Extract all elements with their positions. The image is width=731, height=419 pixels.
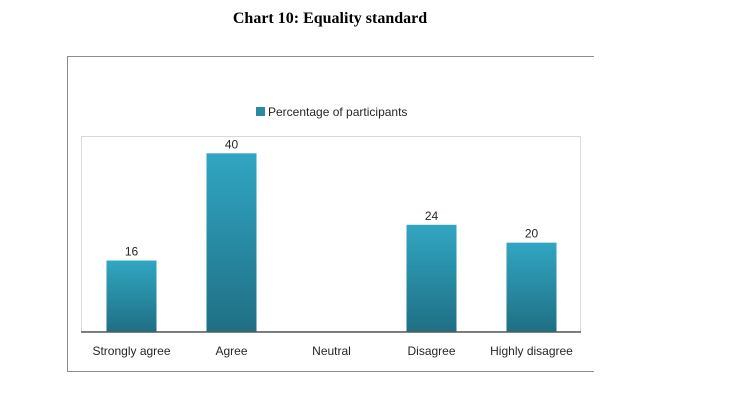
data-label-strongly-agree: 16: [125, 245, 139, 259]
legend-swatch: [256, 107, 265, 116]
bar-agree: [206, 153, 257, 332]
x-tick-labels-group: Strongly agree Agree Neutral Disagree Highly…: [92, 344, 573, 358]
bar-strongly-agree: [106, 260, 157, 332]
chart-title: Chart 10: Equality standard: [232, 10, 428, 27]
x-tick-label-strongly-agree: Strongly agree: [92, 344, 170, 358]
data-label-highly-disagree: 20: [525, 227, 539, 241]
bars-group: [106, 153, 557, 332]
x-tick-label-neutral: Neutral: [312, 344, 351, 358]
data-label-disagree: 24: [425, 209, 439, 223]
bar-highly-disagree: [506, 242, 557, 332]
legend-label: Percentage of participants: [268, 105, 407, 119]
x-tick-label-agree: Agree: [215, 344, 247, 358]
x-tick-label-highly-disagree: Highly disagree: [490, 344, 573, 358]
x-tick-label-disagree: Disagree: [407, 344, 455, 358]
legend: Percentage of participants: [256, 105, 407, 119]
data-label-agree: 40: [225, 137, 239, 151]
chart-frame: [67, 56, 594, 372]
bar-disagree: [406, 224, 457, 332]
data-labels-group: 16 40 24 20: [125, 137, 539, 258]
